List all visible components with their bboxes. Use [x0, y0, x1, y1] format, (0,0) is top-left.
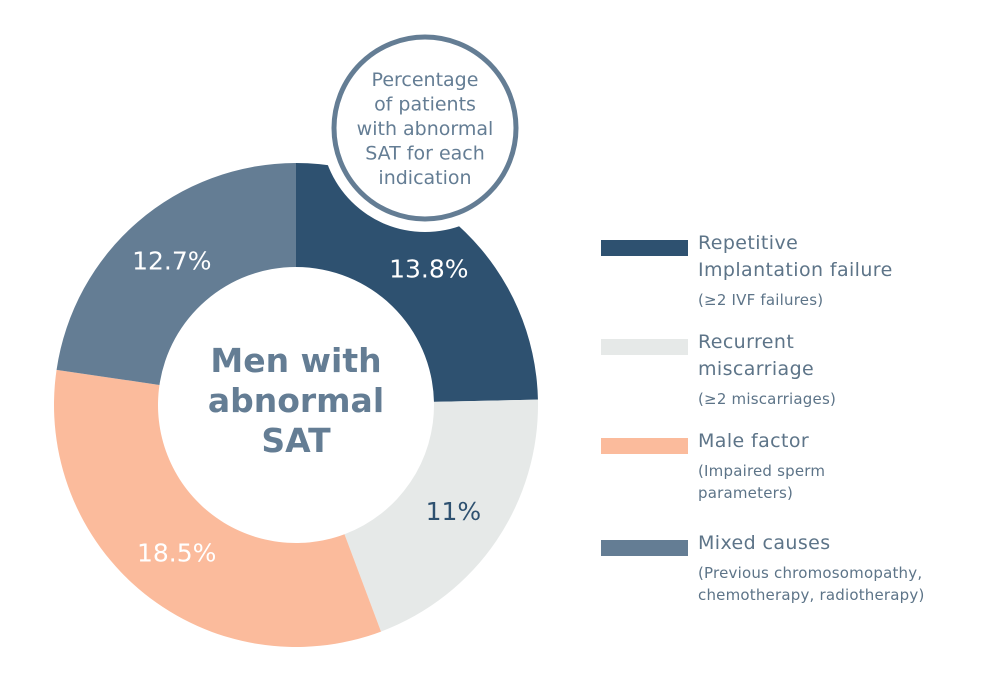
donut-slice-0 [296, 163, 538, 402]
legend-title-line: Mixed causes [698, 532, 831, 554]
legend-item-mixed-causes: Mixed causes (Previous chromosomopathy, … [601, 530, 981, 606]
slice-value-label: 18.5% [137, 538, 216, 567]
callout-text-line: indication [378, 167, 471, 189]
callout-text-line: Percentage [372, 69, 479, 91]
legend-swatch [601, 540, 688, 556]
callout-text-line: SAT for each [365, 143, 485, 165]
center-title-line: Men with [210, 341, 381, 380]
legend-swatch [601, 438, 688, 454]
center-title-line: SAT [261, 421, 331, 460]
legend-title-line: Recurrent [698, 331, 795, 353]
legend-subtitle: (Previous chromosomopathy, chemotherapy,… [698, 562, 981, 606]
legend-item-recurrent-miscarriage: Recurrent miscarriage (≥2 miscarriages) [601, 329, 981, 428]
legend-title: Recurrent miscarriage [698, 329, 981, 383]
legend-title-line: miscarriage [698, 358, 815, 380]
legend-subtitle-line: (≥2 IVF failures) [698, 291, 824, 309]
donut-slice-3 [56, 163, 296, 385]
slice-value-label: 12.7% [132, 247, 211, 276]
legend-subtitle-line: parameters) [698, 484, 794, 502]
legend-subtitle-line: (≥2 miscarriages) [698, 390, 837, 408]
callout-text-line: with abnormal [357, 118, 494, 140]
legend-title: Mixed causes [698, 530, 981, 557]
slice-value-label: 11% [426, 497, 482, 526]
legend-title-line: Repetitive [698, 232, 799, 254]
legend-item-male-factor: Male factor (Impaired sperm parameters) [601, 428, 981, 530]
legend-subtitle: (Impaired sperm parameters) [698, 460, 981, 504]
legend-subtitle-line: chemotherapy, radiotherapy) [698, 586, 925, 604]
callout-text-line: of patients [374, 94, 476, 116]
legend-subtitle: (≥2 IVF failures) [698, 289, 981, 311]
donut-slices [53, 163, 538, 647]
legend-title: Repetitive Implantation failure [698, 230, 981, 284]
legend-swatch [601, 240, 688, 256]
slice-labels: 13.8% 11% 18.5% 12.7% [132, 247, 481, 568]
legend-subtitle: (≥2 miscarriages) [698, 388, 981, 410]
legend-swatch [601, 339, 688, 355]
legend-subtitle-line: (Impaired sperm [698, 462, 826, 480]
legend: Repetitive Implantation failure (≥2 IVF … [601, 230, 981, 606]
legend-title-line: Implantation failure [698, 259, 893, 281]
legend-subtitle-line: (Previous chromosomopathy, [698, 564, 923, 582]
legend-title: Male factor [698, 428, 981, 455]
legend-item-repetitive-implantation-failure: Repetitive Implantation failure (≥2 IVF … [601, 230, 981, 329]
slice-value-label: 13.8% [389, 255, 468, 284]
legend-title-line: Male factor [698, 430, 810, 452]
center-title-line: abnormal [208, 381, 384, 420]
callout-ring [331, 34, 519, 222]
donut-slice-2 [53, 369, 382, 647]
donut-slice-1 [344, 399, 538, 632]
